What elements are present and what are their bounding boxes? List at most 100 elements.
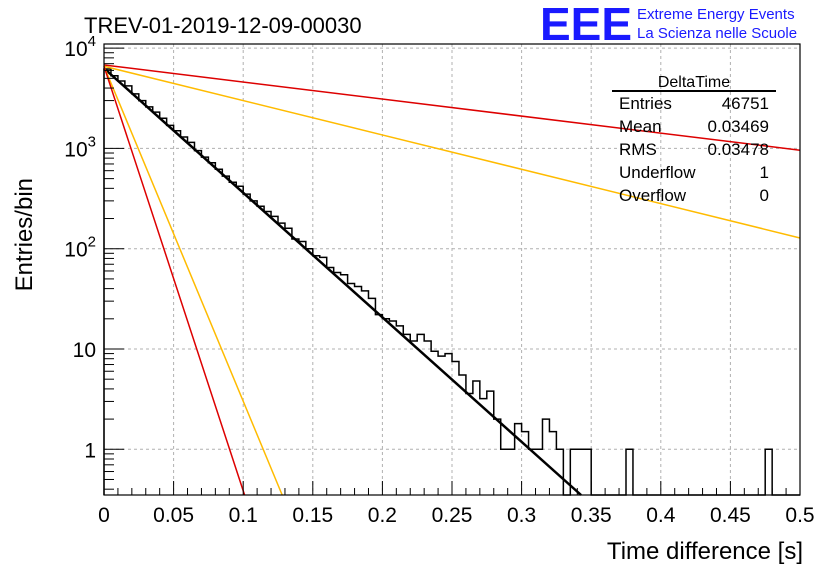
histogram-bin <box>626 449 633 495</box>
stats-value: 0.03478 <box>708 140 769 159</box>
eee-logo-mark: EEE <box>540 0 632 50</box>
histogram-bin <box>355 286 362 495</box>
histogram-bin <box>515 424 522 495</box>
x-tick-label: 0.15 <box>292 504 333 527</box>
histogram-bin <box>382 319 389 495</box>
histogram-bin <box>153 112 160 495</box>
y-tick-label: 103 <box>64 133 96 161</box>
fit-curve-2 <box>103 64 801 151</box>
histogram-bin <box>368 298 375 495</box>
histogram-bin <box>529 449 536 495</box>
histogram-bin <box>167 125 174 495</box>
x-tick-label: 0.5 <box>785 504 814 527</box>
histogram-bin <box>480 399 487 495</box>
x-tick-label: 0.35 <box>571 504 612 527</box>
histogram-bin <box>341 275 348 495</box>
histogram-bin <box>174 131 181 495</box>
fit-curve-5 <box>103 66 246 496</box>
histogram-bin <box>146 107 153 495</box>
histogram-bin <box>584 449 591 495</box>
x-tick-label: 0.05 <box>153 504 194 527</box>
histogram-bin <box>431 351 438 495</box>
fit-curve-3 <box>103 65 801 239</box>
histogram-bin <box>508 449 515 495</box>
histogram-bin <box>104 69 111 495</box>
histogram-bin <box>410 341 417 495</box>
histogram-bin <box>765 449 772 495</box>
stats-label: Entries <box>619 94 672 113</box>
histogram-bin <box>243 194 250 495</box>
histogram-bin <box>577 449 584 495</box>
stats-box: DeltaTime Entries 46751 Mean 0.03469 RMS 0.03… <box>612 74 776 205</box>
histogram-bin <box>215 169 222 495</box>
fit-curve-1 <box>103 67 582 496</box>
histogram-bin <box>306 249 313 495</box>
histogram-bin <box>236 186 243 495</box>
grid-lines <box>104 44 800 495</box>
stats-label: Underflow <box>619 163 696 182</box>
histogram-bin <box>292 239 299 495</box>
histogram-bin <box>424 341 431 495</box>
histogram-bin <box>348 283 355 495</box>
histogram-bin <box>327 267 334 495</box>
histogram-bin <box>299 242 306 495</box>
x-tick-label: 0.25 <box>432 504 473 527</box>
stats-label: Overflow <box>619 186 687 205</box>
x-axis-label: Time difference [s] <box>607 538 803 565</box>
histogram-bin <box>313 256 320 495</box>
stats-value: 0.03469 <box>708 117 769 136</box>
histogram-bin <box>375 315 382 495</box>
chart-title: TREV-01-2019-12-09-00030 <box>84 13 362 38</box>
x-tick-label: 0.2 <box>368 504 397 527</box>
histogram-bin <box>501 449 508 495</box>
x-tick-label: 0.4 <box>646 504 676 527</box>
histogram-bin <box>459 375 466 495</box>
stats-label: Mean <box>619 117 662 136</box>
histogram-bin <box>111 76 118 495</box>
histogram <box>103 68 800 496</box>
histogram-bin <box>334 272 341 495</box>
histogram-bin <box>118 81 125 495</box>
histogram-bin <box>250 201 257 495</box>
x-tick-label: 0.1 <box>229 504 258 527</box>
histogram-bin <box>494 419 501 495</box>
histogram-bin <box>208 163 215 495</box>
histogram-bin <box>271 216 278 495</box>
histogram-bin <box>257 206 264 495</box>
y-tick-label: 10 <box>73 339 96 362</box>
histogram-bin <box>362 291 369 495</box>
axis-ticks: 0 0.05 0.1 0.15 0.2 0.25 0.3 0.35 0.4 0.45 0.5 1 10 1… <box>64 33 814 527</box>
stats-label: RMS <box>619 140 657 159</box>
fit-curves <box>103 64 801 496</box>
histogram-bin <box>542 419 549 495</box>
histogram-bin <box>278 223 285 495</box>
stats-value: 0 <box>760 186 769 205</box>
x-tick-label: 0.3 <box>507 504 536 527</box>
histogram-bin <box>320 257 327 495</box>
eee-logo-line2: La Scienza nelle Scuole <box>637 25 797 42</box>
eee-logo: EEE Extreme Energy Events La Scienza nel… <box>540 0 797 50</box>
histogram-bin <box>229 182 236 495</box>
histogram-bin <box>396 326 403 495</box>
histogram-bin <box>285 228 292 495</box>
stats-rows: Entries 46751 Mean 0.03469 RMS 0.03478 Underfl… <box>619 94 769 205</box>
histogram-bin <box>487 391 494 495</box>
histogram-bin <box>188 142 195 495</box>
fit-curve-4 <box>103 65 283 496</box>
histogram-bin <box>466 393 473 495</box>
histogram-bin <box>389 321 396 495</box>
y-axis-label: Entries/bin <box>11 178 38 291</box>
histogram-bin <box>438 356 445 495</box>
eee-logo-line1: Extreme Energy Events <box>637 6 795 23</box>
histogram-bin <box>160 118 167 495</box>
histogram-bin <box>417 334 424 495</box>
y-tick-label: 1 <box>84 439 96 462</box>
stats-value: 1 <box>760 163 769 182</box>
histogram-bin <box>194 151 201 495</box>
histogram-bin <box>549 432 556 495</box>
histogram-bin <box>403 334 410 495</box>
stats-title: DeltaTime <box>658 74 730 91</box>
x-tick-label: 0.45 <box>710 504 751 527</box>
histogram-bin <box>556 449 563 495</box>
stats-value: 46751 <box>722 94 769 113</box>
